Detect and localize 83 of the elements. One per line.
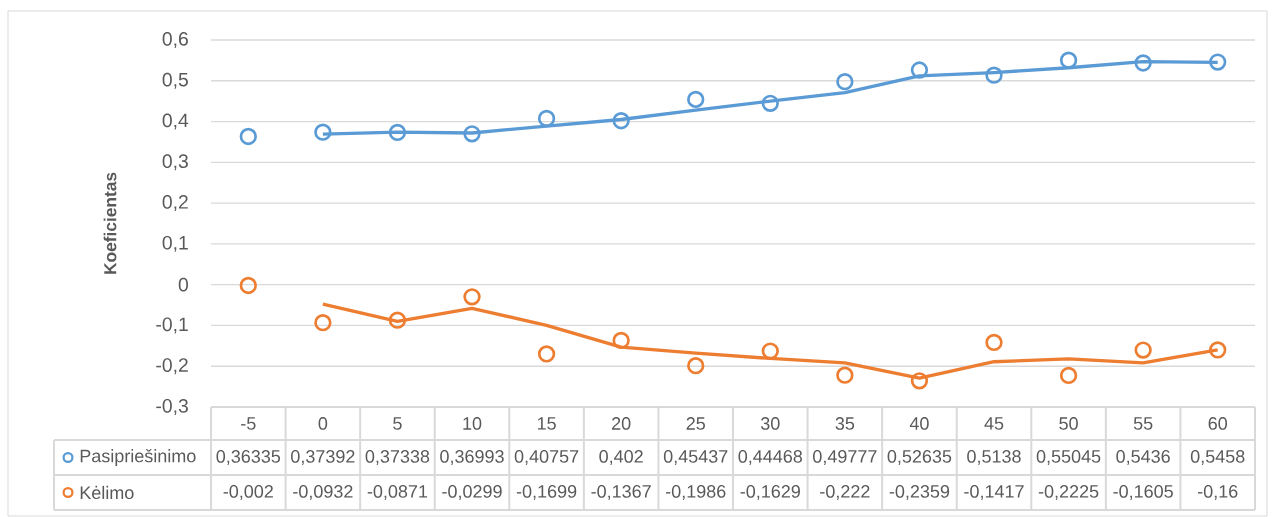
data-label: 0,49777 [813,450,877,465]
data-label: -0,1629 [740,485,800,500]
data-label: 0,5458 [1190,450,1245,465]
data-label: -0,16 [1198,485,1238,500]
data-label: 0,55045 [1036,450,1101,465]
data-label: -0,222 [820,485,870,500]
point [1209,341,1227,359]
data-label: -0,0299 [442,485,502,500]
legend-label: Kėlimo [80,485,134,500]
data-label: 0,36993 [440,450,504,465]
point [1059,51,1078,69]
point [1134,341,1152,359]
point [910,61,929,79]
point [537,345,556,363]
x-tick-label: 5 [393,417,402,430]
point [910,372,929,390]
x-tick-label: 45 [984,417,1004,430]
data-label: 0,5436 [1116,450,1170,465]
x-tick-label: 15 [537,417,556,430]
x-tick-label: 35 [835,417,855,430]
data-label: 0,402 [599,450,643,465]
point [836,73,854,91]
point [1059,366,1078,385]
x-tick-label: 55 [1133,417,1153,430]
point [985,333,1003,352]
data-label: 0,37338 [365,450,430,465]
data-label: 0,37392 [291,450,355,465]
data-label: -0,0871 [367,485,428,500]
data-label: 0,5138 [967,450,1021,465]
y-tick-label: 0,1 [162,235,188,252]
x-tick-label: -5 [241,417,256,430]
data-label: 0,45437 [663,450,728,465]
point [239,276,257,295]
point [612,112,630,130]
x-tick-label: 20 [612,417,631,430]
point [687,356,705,375]
point [463,125,481,143]
data-label: -0,1417 [964,485,1024,500]
point [761,94,779,112]
point [761,342,779,360]
y-tick-label: 0,4 [162,113,189,130]
data-label: -0,2225 [1038,485,1099,500]
y-tick-label: 0,3 [162,154,188,171]
y-tick-label: 0 [178,277,188,292]
point [985,66,1003,84]
x-tick-label: 30 [760,417,780,430]
x-tick-label: 60 [1208,417,1228,430]
point [239,127,257,146]
data-label: -0,0932 [293,485,353,500]
point [1209,53,1227,71]
x-tick-label: 50 [1059,417,1078,430]
point [314,123,332,141]
y-tick-label: -0,1 [156,317,188,334]
legend-label: Pasipriešinimo [80,449,196,466]
y-tick-label: 0,5 [162,72,188,89]
point [1134,54,1152,72]
x-tick-label: 0 [318,417,328,430]
y-axis-title: Koeficientas [103,172,117,274]
point [612,331,630,350]
data-label: 0,44468 [738,450,803,465]
point [388,311,407,329]
point [388,123,407,142]
x-tick-label: 40 [909,417,929,430]
data-label: -0,1605 [1113,485,1173,500]
data-label: 0,36335 [216,450,281,465]
data-label: -0,1367 [591,485,651,500]
y-tick-label: 0,2 [162,195,188,212]
data-label: -0,002 [223,485,273,500]
point [463,288,481,306]
point [687,90,705,109]
point [537,109,556,128]
x-tick-label: 25 [686,417,705,430]
y-tick-label: -0,2 [156,358,188,375]
y-tick-label: 0,6 [162,32,188,48]
data-label: 0,52635 [887,450,952,465]
point [314,313,332,332]
data-label: -0,1699 [516,485,577,500]
data-label: -0,1986 [665,485,726,500]
y-tick-label: -0,3 [156,398,188,415]
x-tick-label: 10 [463,417,482,430]
point [836,366,854,384]
data-label: -0,2359 [889,485,950,500]
data-label: 0,40757 [514,450,579,465]
